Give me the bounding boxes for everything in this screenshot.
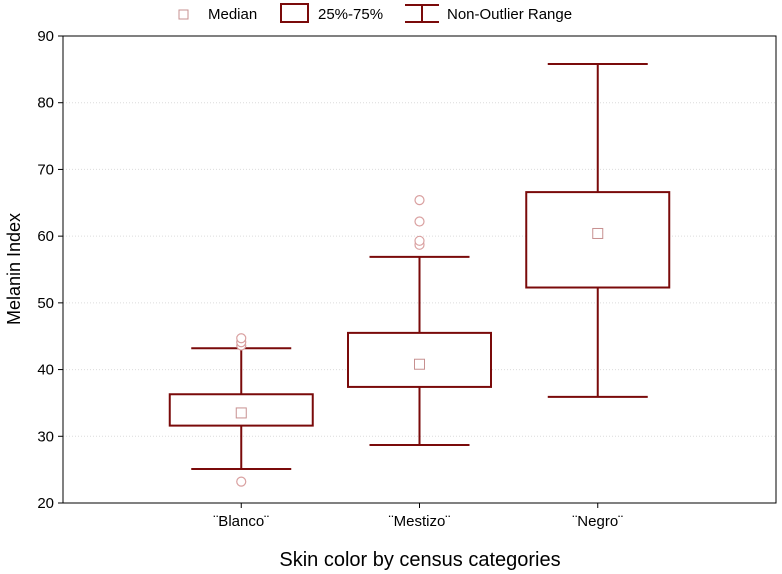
outlier-point — [414, 235, 425, 246]
x-tick-label: ¨Negro¨ — [572, 513, 623, 530]
y-axis-title: Melanin Index — [4, 213, 24, 325]
y-axis: 20 30 40 50 60 70 80 90 — [37, 28, 63, 512]
box-group — [168, 333, 314, 487]
y-tick-label: 90 — [37, 28, 54, 45]
x-tick-label: ¨Blanco¨ — [213, 513, 269, 530]
y-tick-label: 60 — [37, 228, 54, 245]
outlier-point — [236, 476, 247, 487]
median-marker — [235, 407, 247, 419]
legend-box-marker — [280, 3, 309, 23]
iqr-box — [525, 191, 671, 289]
y-tick-label: 20 — [37, 495, 54, 512]
median-marker — [592, 227, 604, 239]
y-tick-label: 80 — [37, 95, 54, 112]
legend-median-marker — [178, 9, 189, 20]
legend-range-label: Non-Outlier Range — [447, 6, 572, 23]
outlier-point — [236, 333, 247, 344]
box-group — [525, 63, 671, 398]
x-axis: ¨Blanco¨ ¨Mestizo¨ ¨Negro¨ — [213, 503, 623, 530]
legend: Median 25%-75% Non-Outlier Range — [178, 3, 572, 23]
y-tick-label: 50 — [37, 295, 54, 312]
x-axis-title: Skin color by census categories — [279, 549, 560, 571]
legend-median-label: Median — [208, 6, 257, 23]
x-tick-label: ¨Mestizo¨ — [389, 513, 451, 530]
outlier-point — [414, 216, 425, 227]
legend-box-label: 25%-75% — [318, 6, 383, 23]
box-group — [347, 195, 492, 446]
median-marker — [414, 358, 425, 370]
outlier-point — [414, 195, 425, 206]
legend-range-marker — [405, 4, 439, 23]
y-tick-label: 30 — [37, 428, 54, 445]
y-tick-label: 70 — [37, 161, 54, 178]
y-tick-label: 40 — [37, 362, 54, 379]
boxes-layer — [168, 63, 671, 487]
